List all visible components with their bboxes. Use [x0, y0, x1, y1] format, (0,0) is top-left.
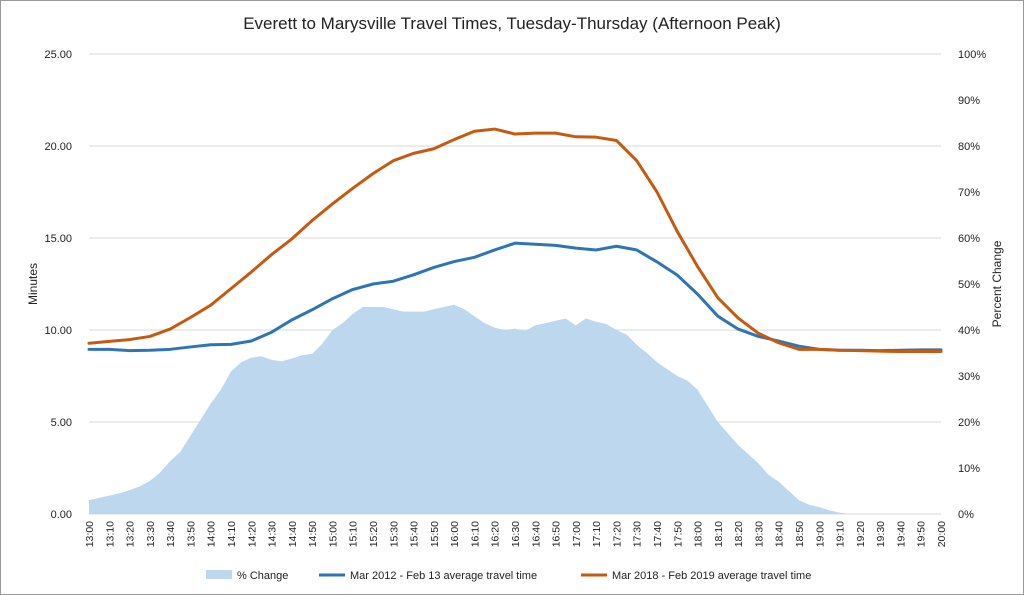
y-axis-title: Minutes: [26, 263, 40, 305]
x-tick-label: 18:00: [693, 521, 705, 547]
x-tick-label: 19:20: [855, 521, 867, 547]
y-tick-label: 25.00: [44, 49, 72, 61]
y2-tick-label: 40%: [958, 325, 980, 337]
x-tick-label: 17:30: [632, 521, 644, 547]
y-tick-label: 10.00: [44, 325, 72, 337]
x-tick-label: 18:50: [794, 521, 806, 547]
x-tick-label: 14:20: [246, 521, 258, 547]
line-series-2012: [87, 241, 943, 353]
x-tick-label: 18:40: [774, 521, 786, 547]
area-series-pct-change: [89, 304, 941, 514]
x-tick-label: 15:40: [409, 521, 421, 547]
x-tick-label: 18:20: [733, 521, 745, 547]
x-tick-label: 15:10: [348, 521, 360, 547]
x-tick-label: 19:30: [875, 521, 887, 547]
x-tick-label: 17:20: [611, 521, 623, 547]
x-axis: 13:00 13:10 13:20 13:30 13:40 13:50 14:00 14:10…: [84, 521, 948, 547]
x-tick-label: 13:40: [165, 521, 177, 547]
legend: % Change Mar 2012 - Feb 13 average travel…: [206, 570, 811, 582]
x-tick-label: 20:00: [936, 521, 948, 547]
y-axis-right: 0% 10% 20% 30% 40% 50% 60% 70% 80% 90% 100%: [958, 49, 986, 521]
x-tick-label: 15:50: [429, 521, 441, 547]
y-tick-label: 0.00: [51, 509, 72, 521]
x-tick-label: 16:30: [510, 521, 522, 547]
y2-tick-label: 70%: [958, 187, 980, 199]
x-tick-label: 18:30: [753, 521, 765, 547]
line-series-layer: [87, 127, 943, 354]
y2-tick-label: 0%: [958, 509, 974, 521]
x-tick-label: 16:00: [449, 521, 461, 547]
y2-tick-label: 90%: [958, 95, 980, 107]
legend-label: Mar 2018 - Feb 2019 average travel time: [612, 570, 811, 582]
x-tick-label: 13:20: [125, 521, 137, 547]
x-tick-label: 14:10: [226, 521, 238, 547]
x-tick-label: 19:50: [916, 521, 928, 547]
legend-label: % Change: [237, 570, 288, 582]
y2-tick-label: 30%: [958, 371, 980, 383]
x-tick-label: 13:50: [185, 521, 197, 547]
y2-tick-label: 100%: [958, 49, 986, 61]
x-tick-label: 14:50: [307, 521, 319, 547]
x-tick-label: 17:00: [571, 521, 583, 547]
y2-tick-label: 60%: [958, 233, 980, 245]
x-tick-label: 16:20: [490, 521, 502, 547]
chart-title: Everett to Marysville Travel Times, Tues…: [243, 14, 781, 33]
x-tick-label: 19:00: [814, 521, 826, 547]
x-tick-label: 15:20: [368, 521, 380, 547]
x-tick-label: 17:10: [591, 521, 603, 547]
x-tick-label: 14:40: [287, 521, 299, 547]
y-tick-label: 15.00: [44, 233, 72, 245]
x-tick-label: 16:50: [551, 521, 563, 547]
y-tick-label: 20.00: [44, 141, 72, 153]
x-tick-label: 15:30: [388, 521, 400, 547]
y2-tick-label: 50%: [958, 279, 980, 291]
y-axis-left: 0.00 5.00 10.00 15.00 20.00 25.00: [44, 49, 72, 521]
x-tick-label: 14:30: [267, 521, 279, 547]
x-tick-label: 18:10: [713, 521, 725, 547]
x-tick-label: 13:10: [104, 521, 116, 547]
area-series-layer: [89, 304, 941, 514]
x-tick-label: 19:40: [895, 521, 907, 547]
x-tick-label: 19:10: [835, 521, 847, 547]
line-series-2018: [87, 127, 943, 354]
x-tick-label: 14:00: [206, 521, 218, 547]
x-tick-label: 13:00: [84, 521, 96, 547]
x-tick-label: 16:40: [530, 521, 542, 547]
x-tick-label: 13:30: [145, 521, 157, 547]
y-tick-label: 5.00: [51, 417, 72, 429]
legend-label: Mar 2012 - Feb 13 average travel time: [350, 570, 537, 582]
y2-tick-label: 20%: [958, 417, 980, 429]
x-tick-label: 17:50: [672, 521, 684, 547]
x-tick-label: 16:10: [469, 521, 481, 547]
legend-swatch-pct-change: [206, 570, 232, 579]
x-tick-label: 15:00: [327, 521, 339, 547]
y2-axis-title: Percent Change: [990, 240, 1004, 327]
y2-tick-label: 10%: [958, 463, 980, 475]
y2-tick-label: 80%: [958, 141, 980, 153]
x-tick-label: 17:40: [652, 521, 664, 547]
